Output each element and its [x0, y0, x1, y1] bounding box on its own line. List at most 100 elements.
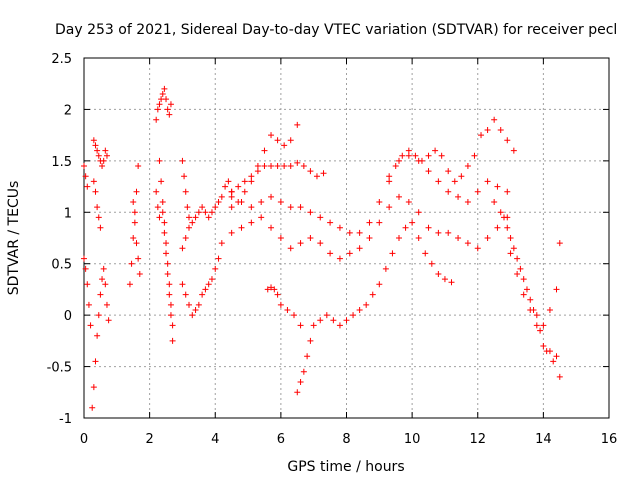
- data-point: [161, 85, 168, 92]
- data-point: [277, 235, 284, 241]
- data-point: [507, 235, 514, 241]
- data-point: [556, 373, 563, 380]
- series-track-x: [507, 250, 560, 360]
- data-point: [94, 332, 101, 339]
- data-point: [287, 204, 294, 211]
- data-point: [323, 312, 330, 319]
- data-point: [135, 163, 142, 169]
- data-point: [474, 245, 481, 252]
- data-point: [300, 368, 307, 375]
- x-tick-label: 12: [469, 432, 486, 447]
- series-track-q: [228, 152, 511, 236]
- data-point: [425, 152, 432, 159]
- data-point: [435, 271, 442, 277]
- data-point: [94, 204, 101, 211]
- data-point: [471, 152, 478, 159]
- data-point: [182, 291, 189, 298]
- data-point: [382, 265, 389, 272]
- data-point: [248, 173, 255, 180]
- data-point: [254, 163, 261, 169]
- data-point: [504, 188, 511, 195]
- series-track-w: [501, 214, 563, 329]
- data-point: [189, 312, 196, 319]
- x-tick-label: 0: [80, 432, 88, 447]
- data-point: [491, 116, 498, 123]
- data-point: [169, 322, 176, 329]
- data-point: [307, 337, 314, 344]
- data-point: [553, 353, 560, 360]
- data-point: [212, 204, 219, 211]
- data-point: [192, 307, 199, 313]
- data-point: [448, 279, 455, 286]
- data-point: [307, 235, 314, 241]
- data-point: [343, 317, 350, 324]
- data-point: [167, 301, 174, 308]
- data-point: [550, 358, 557, 365]
- series-track-r: [228, 193, 511, 262]
- data-point: [136, 271, 143, 277]
- data-point: [445, 168, 452, 175]
- data-point: [89, 404, 96, 411]
- data-point: [258, 214, 265, 221]
- data-point: [491, 199, 498, 205]
- data-point: [182, 235, 189, 241]
- series-track-h: [153, 85, 174, 123]
- data-point: [186, 301, 192, 308]
- data-point: [82, 173, 89, 180]
- data-point: [317, 214, 324, 221]
- data-point: [95, 214, 102, 221]
- data-point: [164, 271, 171, 277]
- data-point: [92, 358, 99, 365]
- series-track-m: [179, 240, 225, 319]
- data-point: [523, 286, 530, 293]
- data-point: [164, 260, 171, 267]
- data-point: [100, 265, 107, 272]
- data-point: [208, 276, 215, 283]
- data-point: [161, 219, 168, 226]
- data-point: [94, 147, 101, 154]
- data-point: [405, 199, 412, 205]
- data-point: [310, 322, 317, 329]
- data-point: [514, 255, 521, 262]
- data-point: [455, 193, 462, 200]
- series-track-g: [130, 199, 143, 277]
- data-point: [356, 229, 363, 236]
- data-point: [241, 178, 248, 185]
- data-point: [90, 384, 97, 391]
- data-point: [163, 250, 170, 257]
- series-track-e: [90, 178, 104, 231]
- data-point: [128, 260, 135, 267]
- data-point: [202, 286, 209, 293]
- data-point: [105, 317, 112, 324]
- x-tick-label: 16: [601, 432, 618, 447]
- data-point: [497, 127, 504, 133]
- data-point: [501, 214, 507, 221]
- series-track-b: [81, 163, 91, 190]
- data-point: [432, 147, 439, 154]
- y-tick-label: 2: [64, 103, 72, 118]
- data-point: [441, 276, 448, 283]
- series-track-o: [228, 159, 327, 195]
- data-point: [284, 307, 291, 313]
- data-point: [268, 163, 275, 169]
- data-point: [166, 291, 173, 298]
- data-point: [320, 170, 327, 177]
- data-point: [386, 178, 393, 185]
- data-point: [159, 91, 166, 97]
- x-tick-label: 8: [342, 432, 350, 447]
- data-point: [199, 204, 206, 211]
- data-point: [268, 224, 275, 231]
- data-point: [317, 317, 324, 324]
- series-track-n: [179, 157, 192, 221]
- data-point: [425, 168, 432, 175]
- data-point: [225, 178, 232, 185]
- data-point: [133, 240, 140, 247]
- data-point: [405, 152, 412, 159]
- data-point: [297, 379, 304, 385]
- data-point: [161, 229, 168, 236]
- x-tick-labels: 0 2 4 6 8 10 12 14 16: [80, 432, 617, 447]
- series-track-u: [386, 116, 517, 185]
- y-tick-label: 0: [64, 309, 72, 324]
- data-point: [510, 245, 517, 252]
- data-point: [307, 168, 314, 175]
